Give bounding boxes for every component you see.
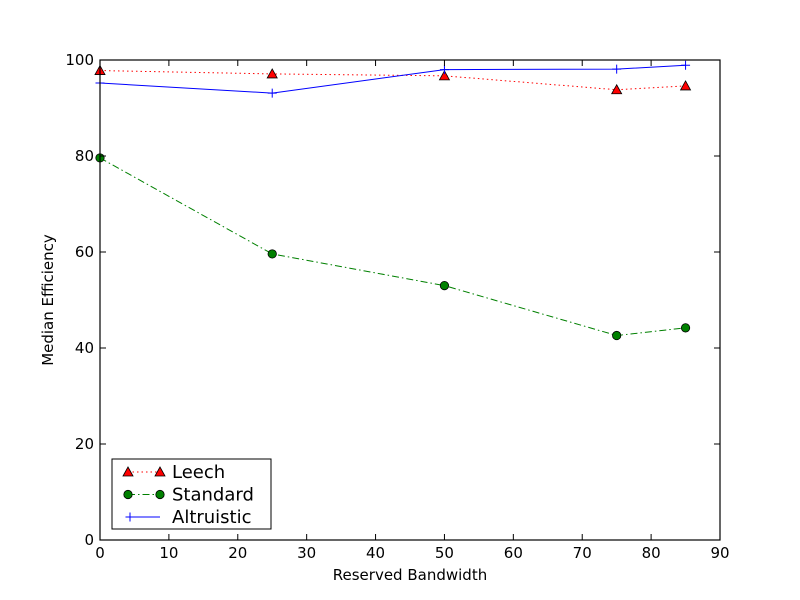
- data-point-leech: [610, 83, 623, 95]
- data-point-leech: [266, 68, 278, 79]
- y-tick-label: 80: [75, 147, 94, 165]
- data-point-standard: [680, 323, 691, 333]
- x-tick-label: 10: [159, 544, 178, 562]
- y-tick-label: 40: [75, 339, 94, 357]
- x-tick-label: 60: [504, 544, 523, 562]
- legend-label-standard: Standard: [172, 485, 254, 506]
- y-tick-label: 100: [65, 51, 94, 69]
- data-point-standard: [267, 249, 277, 259]
- axis-ticks: 0 10 20 30 40 50 60 70 80 90 0 20 40 60 80 100: [65, 51, 729, 562]
- legend-marker-standard: [123, 489, 133, 500]
- y-tick-label: 0: [84, 531, 94, 549]
- x-tick-label: 50: [435, 544, 454, 562]
- x-tick-label: 30: [297, 544, 316, 562]
- data-point-leech: [438, 70, 451, 81]
- data-point-altruistic: [267, 88, 277, 98]
- x-tick-label: 0: [95, 544, 105, 562]
- y-axis-title: Median Efficiency: [39, 234, 57, 366]
- plot-lines: [94, 60, 692, 341]
- data-point-standard: [439, 280, 450, 291]
- x-tick-label: 20: [228, 544, 247, 562]
- x-tick-label: 40: [366, 544, 385, 562]
- data-point-standard: [612, 330, 622, 341]
- series-line-leech: [99, 70, 686, 91]
- legend-marker-standard: [155, 489, 165, 500]
- data-point-altruistic: [681, 60, 691, 70]
- data-point-altruistic: [612, 64, 622, 74]
- y-tick-label: 60: [75, 243, 94, 261]
- x-tick-label: 80: [642, 544, 661, 562]
- x-axis-title: Reserved Bandwidth: [333, 566, 487, 584]
- data-point-altruistic: [439, 65, 449, 75]
- plot-frame: [99, 59, 721, 541]
- legend-label-altruistic: Altruistic: [172, 507, 252, 528]
- series-line-standard: [99, 157, 686, 337]
- x-tick-label: 70: [573, 544, 592, 562]
- legend-marker-leech: [122, 466, 134, 477]
- y-tick-label: 20: [75, 435, 94, 453]
- legend-label-leech: Leech: [172, 462, 225, 483]
- legend-marker-altruistic: [125, 512, 135, 522]
- x-tick-label: 90: [710, 544, 729, 562]
- legend-marker-leech: [154, 466, 166, 477]
- data-point-leech: [679, 80, 692, 91]
- series-line-altruistic: [99, 64, 686, 94]
